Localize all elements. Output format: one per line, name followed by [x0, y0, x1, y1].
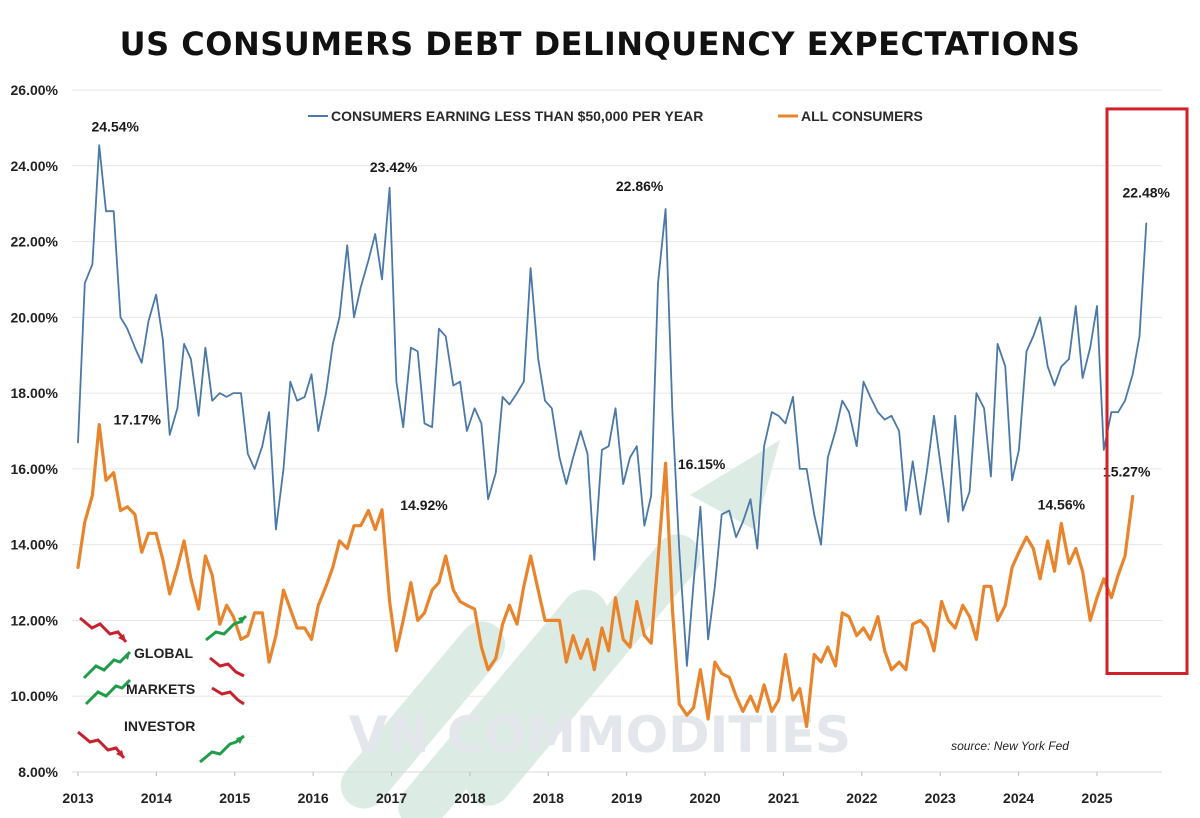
y-tick-label: 14.00%: [11, 537, 59, 553]
legend: CONSUMERS EARNING LESS THAN $50,000 PER …: [308, 108, 923, 124]
peak-annotations: 24.54% 23.42% 22.86% 22.48% 17.17% 14.92% 16.1…: [91, 118, 1170, 512]
peak-label: 22.48%: [1123, 184, 1171, 200]
x-tick-label: 2022: [846, 790, 877, 806]
logo-arrow-up-4: [199, 734, 245, 764]
axes: 8.00% 10.00% 12.00% 14.00% 16.00% 18.00% 20.00…: [11, 82, 1162, 806]
watermark-arrow-graphic: [340, 440, 780, 818]
highlight-box: [1105, 107, 1189, 675]
peak-label: 22.86%: [616, 178, 664, 194]
x-tick-label: 2020: [689, 790, 720, 806]
logo-arrow-down-3: [209, 656, 245, 678]
y-tick-label: 20.00%: [11, 309, 59, 325]
logo-text-global: GLOBAL: [134, 645, 194, 661]
brand-logo: GLOBAL MARKETS INVESTOR: [77, 614, 248, 764]
peak-label: 17.17%: [113, 412, 161, 428]
peak-label: 15.27%: [1103, 464, 1151, 480]
x-tick-label: 2018: [454, 790, 485, 806]
logo-text-investor: INVESTOR: [124, 718, 195, 734]
logo-arrow-down-1: [79, 616, 128, 643]
peak-label: 16.15%: [678, 456, 726, 472]
y-tick-label: 12.00%: [11, 612, 59, 628]
x-tick-label: 2015: [219, 790, 250, 806]
logo-text-markets: MARKETS: [126, 681, 195, 697]
y-tick-label: 22.00%: [11, 234, 59, 250]
peak-label: 14.56%: [1038, 496, 1086, 512]
watermark: VN COMMODITIES: [340, 440, 851, 818]
y-tick-label: 10.00%: [11, 688, 59, 704]
logo-arrow-down-2: [77, 730, 126, 759]
source-note: source: New York Fed: [951, 739, 1069, 753]
y-tick-label: 18.00%: [11, 385, 59, 401]
series-lines: [76, 144, 1148, 729]
legend-label-low-income: CONSUMERS EARNING LESS THAN $50,000 PER …: [331, 108, 703, 124]
x-tick-label: 2013: [62, 790, 93, 806]
x-tick-label: 2025: [1081, 790, 1112, 806]
logo-arrow-up-2: [84, 678, 132, 706]
peak-label: 24.54%: [91, 118, 139, 134]
x-tick-label: 2024: [1003, 790, 1034, 806]
series-line-all-consumers: [76, 423, 1135, 729]
x-tick-label: 2023: [925, 790, 956, 806]
peak-label: 23.42%: [370, 159, 418, 175]
watermark-text: VN COMMODITIES: [349, 706, 851, 764]
x-tick-label: 2021: [768, 790, 799, 806]
series-line-low-income: [77, 144, 1148, 667]
y-tick-label: 8.00%: [18, 764, 58, 780]
peak-label: 14.92%: [400, 497, 448, 513]
x-tick-label: 2017: [376, 790, 407, 806]
x-tick-label: 2018: [533, 790, 564, 806]
y-tick-label: 26.00%: [11, 82, 59, 98]
y-tick-label: 16.00%: [11, 461, 59, 477]
x-tick-label: 2016: [298, 790, 329, 806]
x-tick-label: 2019: [611, 790, 642, 806]
logo-arrow-up-1: [82, 650, 132, 680]
chart-title: US CONSUMERS DEBT DELINQUENCY EXPECTATIO…: [120, 25, 1081, 63]
x-tick-label: 2014: [141, 790, 172, 806]
legend-label-all-consumers: ALL CONSUMERS: [801, 108, 923, 124]
y-tick-label: 24.00%: [11, 158, 59, 174]
logo-arrow-down-4: [211, 686, 245, 706]
